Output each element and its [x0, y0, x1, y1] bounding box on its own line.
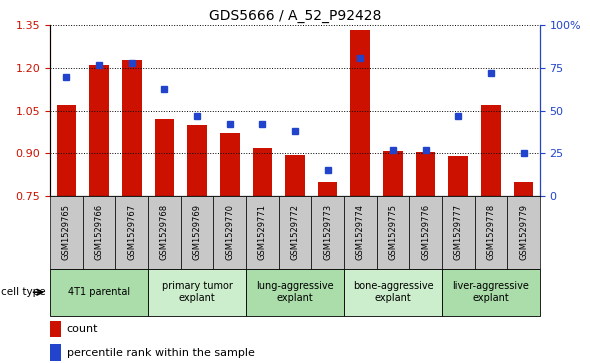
Bar — [50, 196, 83, 269]
Bar — [474, 196, 507, 269]
Text: GSM1529770: GSM1529770 — [225, 204, 234, 260]
Bar — [253, 148, 272, 196]
Bar — [448, 156, 468, 196]
Bar — [50, 269, 148, 316]
Bar — [278, 196, 312, 269]
Bar — [155, 119, 174, 196]
Text: GSM1529777: GSM1529777 — [454, 204, 463, 260]
Bar — [507, 196, 540, 269]
Bar — [285, 155, 305, 196]
Bar — [220, 134, 240, 196]
Bar — [116, 196, 148, 269]
Bar — [246, 196, 278, 269]
Bar — [246, 269, 344, 316]
Bar — [442, 196, 474, 269]
Bar — [312, 196, 344, 269]
Text: count: count — [67, 324, 98, 334]
Bar — [187, 125, 207, 196]
Bar — [318, 182, 337, 196]
Bar — [481, 105, 501, 196]
Text: GSM1529769: GSM1529769 — [192, 204, 202, 260]
Text: lung-aggressive
explant: lung-aggressive explant — [256, 281, 334, 303]
Bar — [89, 65, 109, 196]
Text: GSM1529773: GSM1529773 — [323, 204, 332, 260]
Text: GSM1529771: GSM1529771 — [258, 204, 267, 260]
Bar — [350, 30, 370, 196]
Text: 4T1 parental: 4T1 parental — [68, 287, 130, 297]
Bar — [50, 321, 61, 337]
Bar — [383, 151, 403, 196]
Text: GSM1529772: GSM1529772 — [290, 204, 300, 260]
Text: GSM1529767: GSM1529767 — [127, 204, 136, 260]
Bar — [344, 196, 376, 269]
Text: GSM1529776: GSM1529776 — [421, 204, 430, 260]
Text: percentile rank within the sample: percentile rank within the sample — [67, 348, 254, 358]
Text: GSM1529775: GSM1529775 — [388, 204, 398, 260]
Bar — [376, 196, 409, 269]
Text: primary tumor
explant: primary tumor explant — [162, 281, 232, 303]
Text: bone-aggressive
explant: bone-aggressive explant — [353, 281, 433, 303]
Bar — [514, 182, 533, 196]
Text: GSM1529778: GSM1529778 — [486, 204, 496, 260]
Bar — [148, 269, 246, 316]
Bar — [57, 105, 76, 196]
Text: cell type: cell type — [1, 287, 45, 297]
Bar — [50, 344, 61, 361]
Bar — [416, 152, 435, 196]
Bar — [442, 269, 540, 316]
Text: GSM1529779: GSM1529779 — [519, 204, 528, 260]
Bar — [214, 196, 246, 269]
Text: GSM1529768: GSM1529768 — [160, 204, 169, 260]
Bar — [181, 196, 214, 269]
Text: GSM1529766: GSM1529766 — [94, 204, 104, 260]
Title: GDS5666 / A_52_P92428: GDS5666 / A_52_P92428 — [209, 9, 381, 23]
Bar — [148, 196, 181, 269]
Bar — [409, 196, 442, 269]
Text: GSM1529765: GSM1529765 — [62, 204, 71, 260]
Text: liver-aggressive
explant: liver-aggressive explant — [453, 281, 529, 303]
Bar — [344, 269, 442, 316]
Text: GSM1529774: GSM1529774 — [356, 204, 365, 260]
Bar — [122, 60, 142, 196]
Bar — [83, 196, 116, 269]
